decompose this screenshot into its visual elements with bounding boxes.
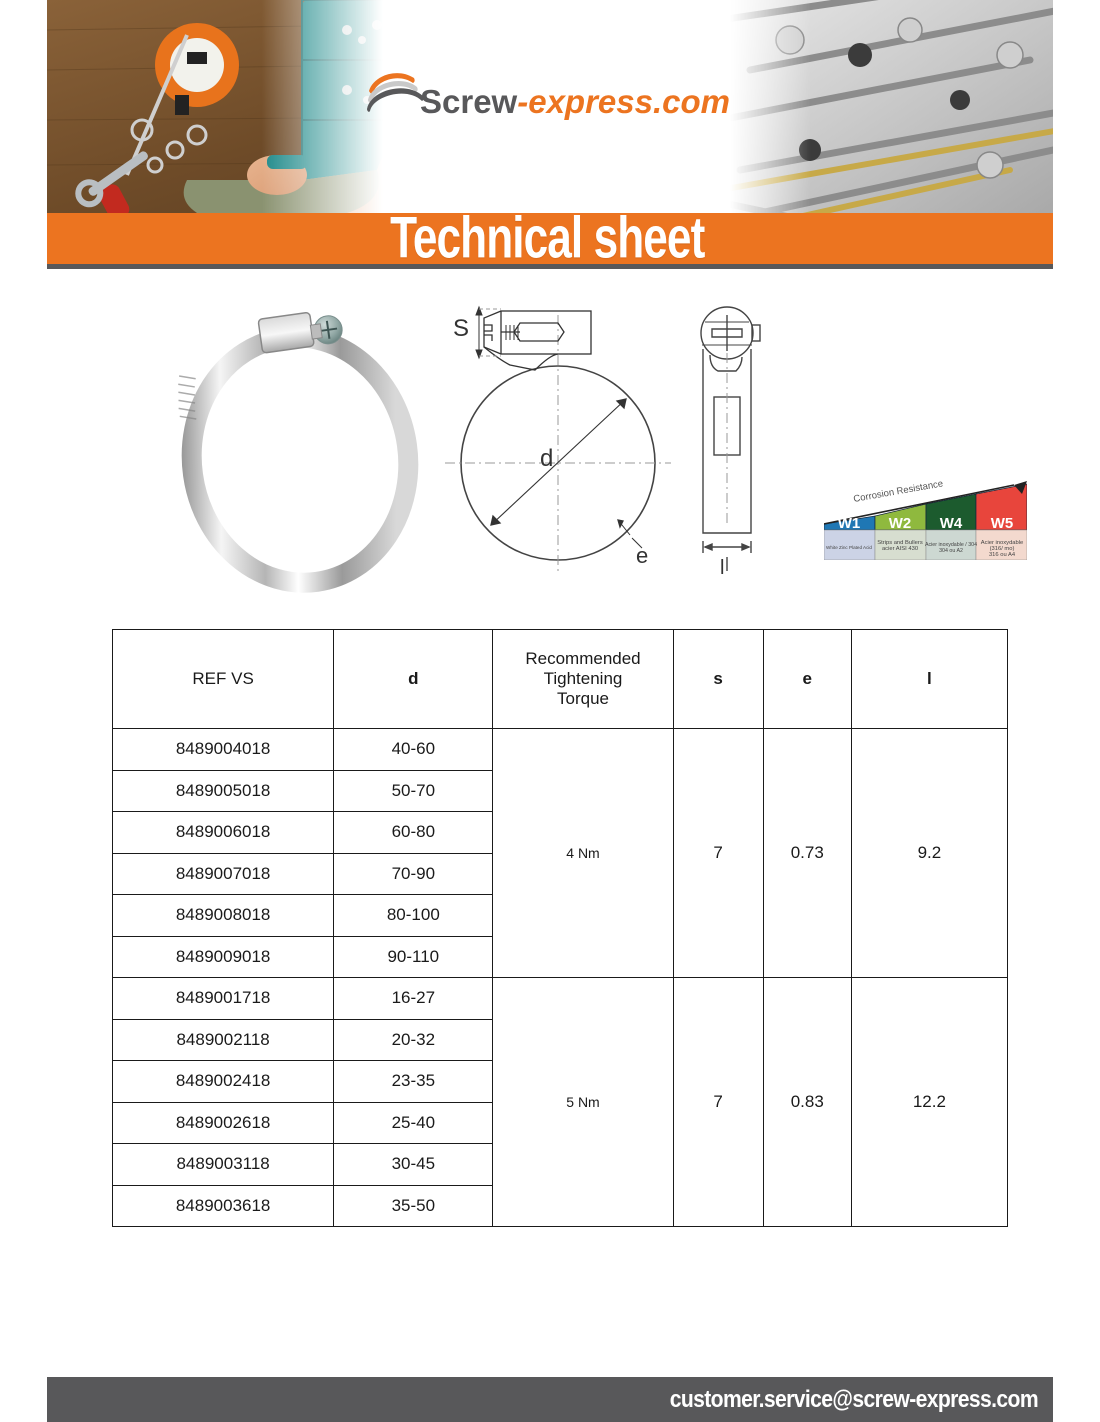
svg-text:Corrosion Resistance: Corrosion Resistance bbox=[853, 481, 944, 505]
svg-text:316 ou A4: 316 ou A4 bbox=[989, 552, 1016, 558]
svg-text:W1: W1 bbox=[838, 515, 861, 532]
svg-text:acier AISI 430: acier AISI 430 bbox=[882, 546, 918, 552]
svg-text:304 ou A2: 304 ou A2 bbox=[939, 548, 963, 554]
svg-text:W4: W4 bbox=[940, 515, 963, 532]
svg-text:W2: W2 bbox=[889, 515, 912, 532]
svg-text:W5: W5 bbox=[991, 515, 1014, 532]
svg-text:White Zinc Plated Acid: White Zinc Plated Acid bbox=[826, 545, 872, 550]
svg-text:Screw-express.com: Screw-express.com bbox=[420, 83, 730, 120]
